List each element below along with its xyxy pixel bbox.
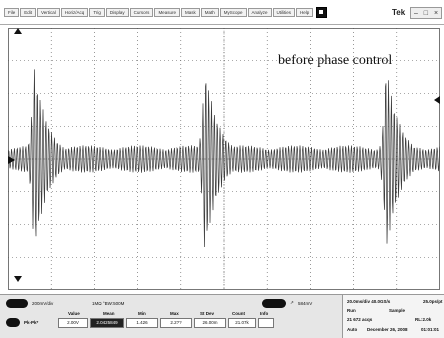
channel-coupling[interactable]: 1MΩ °BW:500M bbox=[92, 301, 125, 306]
trigger-level-marker-right bbox=[434, 96, 440, 104]
waveform-display[interactable]: before phase control bbox=[8, 28, 440, 290]
waveform-path bbox=[8, 69, 440, 248]
waveform-trace bbox=[8, 69, 440, 248]
menu-item-trig[interactable]: Trig bbox=[89, 7, 105, 17]
channel-badge[interactable] bbox=[6, 299, 28, 308]
menu-item-horiz-acq[interactable]: Horiz/Acq bbox=[60, 7, 89, 17]
meas-header-value: Value bbox=[68, 311, 80, 316]
restore-icon[interactable]: □ bbox=[423, 9, 429, 17]
meas-min: 1.426 bbox=[126, 318, 158, 328]
menu-item-help[interactable]: Help bbox=[296, 7, 314, 17]
annotation-label: before phase control bbox=[278, 53, 392, 68]
close-icon[interactable]: × bbox=[433, 9, 439, 17]
meas-stdev: 26.00m bbox=[194, 318, 226, 328]
minimize-icon[interactable]: – bbox=[413, 9, 418, 17]
menu-item-file[interactable]: File bbox=[4, 7, 20, 17]
menu-item-vertical[interactable]: Vertical bbox=[37, 7, 60, 17]
timebase: 20.0ms/div 40.0GS/s bbox=[347, 299, 391, 304]
meas-count: 21.07k bbox=[228, 318, 256, 328]
sample-mode: Sample bbox=[389, 308, 406, 313]
run-label: Run bbox=[347, 308, 356, 313]
menu-item-mask[interactable]: Mask bbox=[180, 7, 200, 17]
menu-item-display[interactable]: Display bbox=[105, 7, 129, 17]
menu-item-myscope[interactable]: MyScope bbox=[219, 7, 247, 17]
menu-item-edit[interactable]: Edit bbox=[20, 7, 37, 17]
meas-header-stdev: St Dev bbox=[200, 311, 215, 316]
menu-item-cursors[interactable]: Cursors bbox=[129, 7, 154, 17]
trigger-mode: Auto bbox=[347, 327, 358, 332]
square-icon bbox=[319, 9, 324, 14]
meas-mean: 2.0425849 bbox=[90, 318, 124, 328]
ground-marker-left bbox=[8, 156, 15, 164]
measurement-panel: 200mV/div 1MΩ °BW:500M ↗ 584mV Value Mea… bbox=[0, 294, 444, 338]
trigger-position-marker-top bbox=[14, 28, 22, 34]
trigger-slope-icon: ↗ bbox=[290, 300, 294, 305]
date: December 26, 2008 bbox=[367, 327, 408, 332]
trigger-badge[interactable] bbox=[262, 299, 286, 308]
trigger-level[interactable]: 584mV bbox=[298, 301, 313, 306]
meas-header-count: Count bbox=[232, 311, 245, 316]
plot-markers bbox=[8, 28, 440, 282]
acquisition-count: 21 672 acqs bbox=[347, 317, 373, 322]
measurement-channel-badge[interactable] bbox=[6, 318, 20, 327]
record-length: RL:2.0k bbox=[415, 317, 432, 322]
measurement-name[interactable]: Pk-Pk* bbox=[24, 320, 39, 325]
meas-info bbox=[258, 318, 274, 328]
channel-scale[interactable]: 200mV/div bbox=[32, 301, 54, 306]
time: 01:01:01 bbox=[421, 327, 440, 332]
bottom-marker bbox=[14, 276, 22, 282]
acquisition-status[interactable]: 20.0ms/div 40.0GS/s 25.0ps/pt Run Sample… bbox=[342, 295, 444, 338]
menu-toggle-button[interactable] bbox=[316, 6, 328, 18]
menu-bar: File Edit Vertical Horiz/Acq Trig Displa… bbox=[0, 0, 444, 25]
brand-logo: Tek bbox=[392, 8, 406, 17]
meas-header-min: Min bbox=[138, 311, 146, 316]
meas-header-mean: Mean bbox=[103, 311, 115, 316]
menu-item-measure[interactable]: Measure bbox=[154, 7, 180, 17]
meas-header-info: Info bbox=[260, 311, 269, 316]
menu-item-utilities[interactable]: Utilities bbox=[272, 7, 296, 17]
meas-header-max: Max bbox=[170, 311, 179, 316]
record-resolution: 25.0ps/pt bbox=[423, 299, 443, 304]
meas-max: 2.2?? bbox=[160, 318, 192, 328]
meas-value: 2.00V bbox=[58, 318, 88, 328]
menu-item-analyze[interactable]: Analyze bbox=[247, 7, 272, 17]
window-controls: – □ × bbox=[410, 7, 442, 19]
menu-item-math[interactable]: Math bbox=[200, 7, 219, 17]
